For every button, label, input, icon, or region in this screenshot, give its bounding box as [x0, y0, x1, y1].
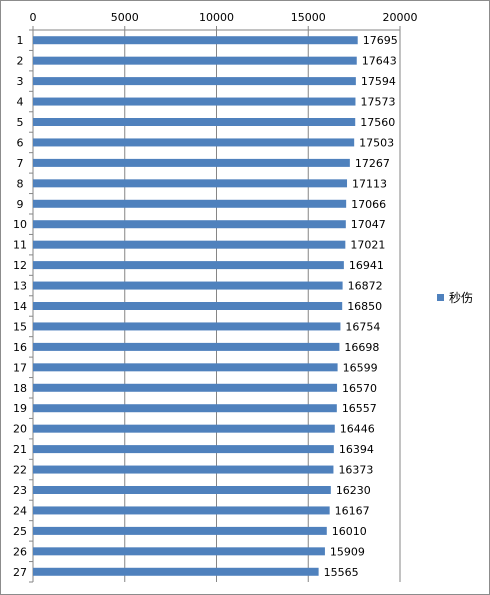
- bar: [33, 363, 338, 372]
- data-label: 17573: [360, 96, 395, 109]
- category-label: 16: [13, 341, 27, 354]
- category-label: 24: [13, 504, 27, 517]
- category-label: 2: [17, 55, 24, 68]
- data-label: 16698: [344, 341, 379, 354]
- data-label: 17594: [361, 75, 396, 88]
- data-label: 16850: [347, 300, 382, 313]
- category-label: 22: [13, 464, 27, 477]
- data-label: 17066: [351, 198, 386, 211]
- bar: [33, 383, 338, 392]
- x-tick-label: 15000: [291, 11, 326, 24]
- legend-label: 秒伤: [449, 291, 473, 305]
- data-label: 16557: [342, 402, 377, 415]
- bar: [33, 567, 319, 576]
- bar: [33, 506, 330, 515]
- category-label: 21: [13, 443, 27, 456]
- bar: [33, 261, 344, 270]
- category-label: 17: [13, 361, 27, 374]
- category-label: 6: [17, 136, 24, 149]
- data-label: 15565: [324, 566, 359, 579]
- data-label: 16230: [336, 484, 371, 497]
- bar: [33, 302, 343, 310]
- data-label: 16872: [348, 280, 383, 293]
- bar: [33, 526, 327, 535]
- data-label: 17021: [350, 239, 385, 252]
- category-label: 7: [17, 157, 24, 170]
- bar: [33, 342, 340, 351]
- bar: [33, 118, 356, 126]
- bar: [33, 547, 325, 556]
- data-label: 17267: [355, 157, 390, 170]
- data-label: 16599: [343, 361, 378, 374]
- x-tick-label: 20000: [383, 11, 418, 24]
- bar: [33, 56, 357, 65]
- bar: [33, 465, 334, 474]
- data-label: 17113: [352, 177, 387, 190]
- bars: [33, 36, 358, 576]
- data-label: 17047: [351, 218, 386, 231]
- x-tick-label: 10000: [199, 11, 234, 24]
- data-labels: 17695 17643 17594 17573 17560 17503 17267 17113…: [324, 34, 398, 579]
- category-label: 27: [13, 566, 27, 579]
- bar: [33, 77, 356, 86]
- bar: [33, 404, 337, 413]
- bar: [33, 199, 347, 208]
- category-label: 1: [17, 34, 24, 47]
- category-label: 23: [13, 484, 27, 497]
- category-label: 13: [13, 280, 27, 293]
- category-label: 12: [13, 259, 27, 272]
- data-label: 16373: [338, 464, 373, 477]
- bar: [33, 179, 348, 188]
- category-label: 18: [13, 382, 27, 395]
- bar: [33, 220, 346, 229]
- legend-swatch: [437, 294, 444, 301]
- category-label: 20: [13, 423, 27, 436]
- bar: [33, 158, 350, 167]
- category-label: 5: [17, 116, 24, 129]
- category-label: 14: [13, 300, 27, 313]
- data-label: 16941: [349, 259, 384, 272]
- bar: [33, 97, 356, 106]
- category-label: 26: [13, 545, 27, 558]
- x-tick-labels: 0 5000 10000 15000 20000: [30, 11, 418, 24]
- legend: 秒伤: [437, 291, 473, 305]
- category-label: 10: [13, 218, 27, 231]
- data-label: 17643: [362, 55, 397, 68]
- bar: [33, 424, 335, 433]
- category-label: 8: [17, 177, 24, 190]
- category-labels: 1234567891011121314151617181920212223242…: [13, 34, 27, 579]
- bar: [33, 486, 331, 494]
- bar: [33, 281, 343, 290]
- category-label: 11: [13, 239, 27, 252]
- data-label: 17503: [359, 136, 394, 149]
- data-label: 17695: [363, 34, 398, 47]
- data-label: 16394: [339, 443, 374, 456]
- category-label: 19: [13, 402, 27, 415]
- data-label: 17560: [360, 116, 395, 129]
- data-label: 16754: [345, 320, 380, 333]
- bar: [33, 445, 334, 454]
- bar: [33, 138, 355, 147]
- x-tick-label: 5000: [111, 11, 139, 24]
- data-label: 16570: [342, 382, 377, 395]
- x-tick-label: 0: [30, 11, 37, 24]
- data-label: 16446: [340, 423, 375, 436]
- category-label: 15: [13, 320, 27, 333]
- bar: [33, 240, 346, 249]
- data-label: 16010: [332, 525, 367, 538]
- category-label: 3: [17, 75, 24, 88]
- category-label: 25: [13, 525, 27, 538]
- data-label: 16167: [335, 504, 370, 517]
- category-label: 4: [17, 96, 24, 109]
- data-label: 15909: [330, 545, 365, 558]
- bar: [33, 36, 358, 45]
- bar: [33, 322, 341, 331]
- category-label: 9: [17, 198, 24, 211]
